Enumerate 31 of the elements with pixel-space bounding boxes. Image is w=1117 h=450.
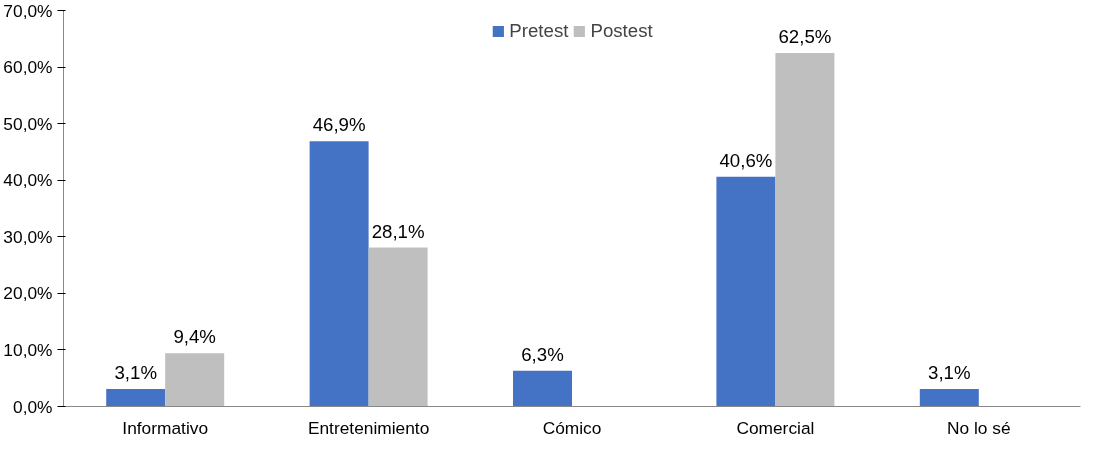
x-tick-label: No lo sé <box>947 417 1011 438</box>
legend-label: Pretest <box>509 20 569 42</box>
y-tick-label: 40,0% <box>3 170 53 191</box>
bar <box>106 388 166 407</box>
x-tick-label: Entretenimiento <box>307 417 430 438</box>
data-label: 3,1% <box>114 361 157 383</box>
bar <box>165 353 225 407</box>
bar <box>368 247 428 407</box>
data-label: 46,9% <box>312 114 366 136</box>
y-tick-label: 60,0% <box>3 57 53 78</box>
y-tick-label: 50,0% <box>3 113 53 134</box>
data-label: 62,5% <box>778 25 832 47</box>
x-tick-label: Cómico <box>542 417 602 438</box>
x-tick-label: Comercial <box>736 417 815 438</box>
data-label: 6,3% <box>521 343 564 365</box>
x-tick-label: Informativo <box>122 417 209 438</box>
bar <box>775 52 835 407</box>
data-label: 9,4% <box>173 326 216 348</box>
bar <box>309 141 369 407</box>
legend-label: Postest <box>590 20 653 42</box>
bar <box>513 370 572 407</box>
data-label: 40,6% <box>719 149 773 171</box>
y-tick-label: 30,0% <box>3 226 53 247</box>
data-label: 3,1% <box>928 361 971 383</box>
data-label: 28,1% <box>371 220 425 242</box>
bar <box>919 388 979 407</box>
y-tick-label: 10,0% <box>3 339 53 360</box>
y-tick-label: 20,0% <box>3 283 53 304</box>
y-tick-label: 0,0% <box>13 396 53 417</box>
y-tick-label: 70,0% <box>3 0 53 21</box>
bar <box>716 176 776 407</box>
